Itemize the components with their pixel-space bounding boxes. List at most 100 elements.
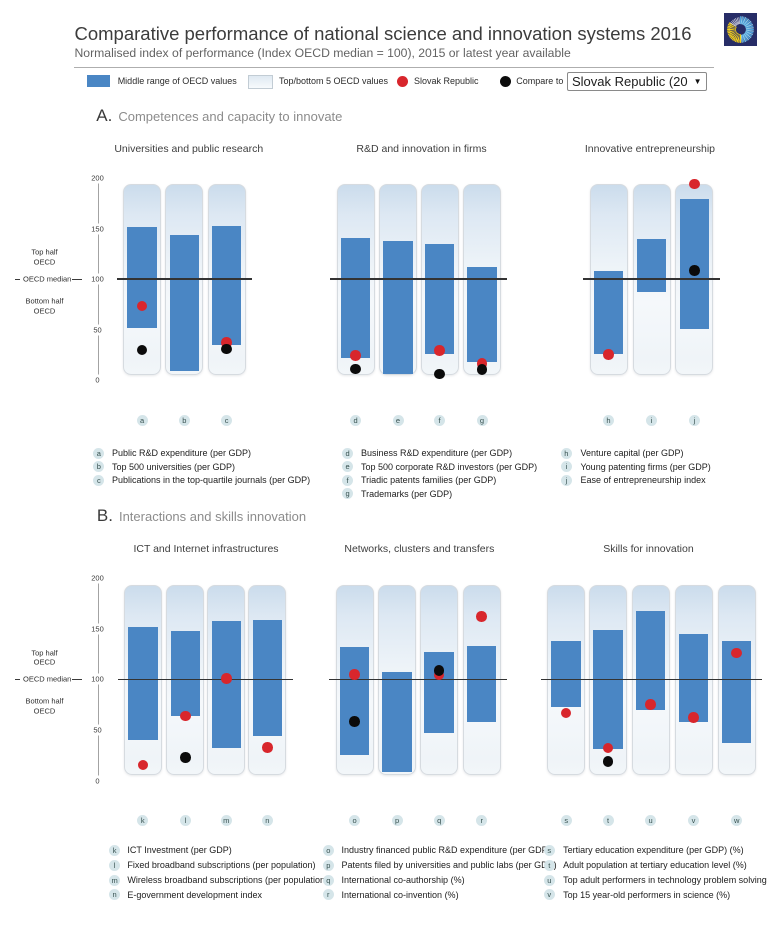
middle-range-bar-o[interactable] bbox=[339, 647, 370, 755]
compare-dot-t[interactable] bbox=[602, 756, 614, 767]
header-divider bbox=[74, 67, 714, 68]
note-text-j: Ease of entrepreneurship index bbox=[580, 475, 706, 486]
middle-range-bar-t[interactable] bbox=[593, 630, 623, 749]
country-dot-g[interactable] bbox=[476, 358, 488, 369]
bar-letter-badge-u: u bbox=[645, 815, 657, 827]
middle-range-bar-r[interactable] bbox=[466, 646, 497, 722]
middle-range-bar-b[interactable] bbox=[169, 234, 200, 371]
median-label-dash-left bbox=[14, 278, 20, 280]
middle-range-bar-m[interactable] bbox=[211, 621, 242, 749]
country-dot-h[interactable] bbox=[603, 349, 614, 360]
note-text-q: International co-authorship (%) bbox=[341, 875, 465, 885]
compare-dot-c[interactable] bbox=[221, 343, 232, 355]
note-letter-badge-u: u bbox=[543, 874, 555, 886]
country-dot-t[interactable] bbox=[602, 742, 614, 754]
country-dot-l[interactable] bbox=[180, 710, 191, 722]
compare-dot-o[interactable] bbox=[349, 716, 360, 727]
country-dot-r[interactable] bbox=[476, 611, 487, 622]
country-dot-f[interactable] bbox=[434, 345, 445, 356]
middle-range-bar-i[interactable] bbox=[636, 238, 667, 292]
compare-country-select[interactable]: Slovak Republic (20 ▼ bbox=[566, 72, 707, 91]
axis-annotation-line: Top half bbox=[31, 247, 58, 257]
middle-range-bar-j[interactable] bbox=[679, 199, 710, 330]
legend-red-dot bbox=[397, 75, 409, 87]
middle-range-bar-v[interactable] bbox=[678, 633, 709, 722]
country-dot-m[interactable] bbox=[221, 673, 232, 684]
note-letter-badge-n: n bbox=[109, 889, 121, 901]
legend-swatch-middle-range bbox=[87, 75, 111, 88]
middle-range-bar-h[interactable] bbox=[593, 271, 624, 355]
compare-select-value: Slovak Republic (20 bbox=[572, 73, 688, 89]
y-axis-tick-label: 200 bbox=[89, 172, 106, 184]
compare-dot-d[interactable] bbox=[350, 363, 361, 374]
page-title: Comparative performance of national scie… bbox=[74, 23, 692, 44]
country-dot-n[interactable] bbox=[262, 742, 273, 753]
note-letter-badge-a: a bbox=[93, 447, 105, 459]
oecd-median-line bbox=[330, 278, 508, 281]
compare-dot-l[interactable] bbox=[180, 752, 191, 763]
note-letter-badge-t: t bbox=[543, 859, 555, 871]
bar-letter-badge-q: q bbox=[433, 815, 445, 827]
oecd-median-line bbox=[583, 278, 720, 281]
section-heading: Interactions and skills innovation bbox=[118, 509, 307, 524]
bar-letter-badge-m: m bbox=[220, 815, 232, 827]
country-dot-d[interactable] bbox=[350, 350, 361, 361]
panel-title: R&D and innovation in firms bbox=[356, 142, 487, 155]
axis-annotation-line: Bottom half bbox=[25, 696, 64, 706]
y-axis-tick-label: 150 bbox=[89, 623, 106, 635]
middle-range-bar-l[interactable] bbox=[170, 630, 201, 717]
middle-range-bar-p[interactable] bbox=[382, 672, 412, 772]
middle-range-bar-k[interactable] bbox=[128, 626, 158, 741]
compare-dot-g[interactable] bbox=[476, 364, 488, 375]
country-dot-o[interactable] bbox=[349, 669, 360, 680]
middle-range-bar-q[interactable] bbox=[424, 651, 454, 733]
panel-title: Innovative entrepreneurship bbox=[584, 142, 716, 155]
note-letter-badge-k: k bbox=[109, 844, 121, 856]
note-text-r: International co-invention (%) bbox=[341, 889, 459, 900]
country-dot-a[interactable] bbox=[136, 300, 148, 312]
y-axis-tick-label: 150 bbox=[89, 223, 106, 235]
legend-label-top-bottom: Top/bottom 5 OECD values bbox=[279, 75, 389, 86]
note-letter-badge-j: j bbox=[560, 474, 572, 486]
note-letter-badge-l: l bbox=[109, 859, 121, 871]
middle-range-bar-s[interactable] bbox=[551, 641, 581, 708]
panel-title: Skills for innovation bbox=[603, 542, 694, 555]
legend-label-compare: Compare to bbox=[516, 75, 564, 86]
page-subtitle: Normalised index of performance (Index O… bbox=[74, 46, 571, 61]
country-dot-k[interactable] bbox=[137, 759, 149, 771]
y-axis-tick-label: 0 bbox=[93, 374, 102, 386]
note-text-s: Tertiary education expenditure (per GDP)… bbox=[563, 845, 744, 856]
bar-letter-badge-c: c bbox=[221, 415, 233, 427]
middle-range-bar-n[interactable] bbox=[252, 620, 283, 737]
middle-range-bar-g[interactable] bbox=[467, 267, 497, 363]
middle-range-bar-e[interactable] bbox=[383, 240, 413, 374]
section-header: A. Competences and capacity to innovate bbox=[96, 106, 342, 126]
middle-range-bar-d[interactable] bbox=[340, 237, 371, 358]
compare-dot-j[interactable] bbox=[689, 265, 700, 276]
country-dot-w[interactable] bbox=[731, 647, 742, 659]
oecd-logo bbox=[724, 13, 757, 46]
bar-letter-badge-o: o bbox=[349, 815, 361, 827]
country-dot-j[interactable] bbox=[689, 178, 700, 190]
middle-range-bar-a[interactable] bbox=[127, 227, 157, 329]
axis-annotation-line: OECD bbox=[33, 657, 56, 667]
compare-dot-q[interactable] bbox=[433, 665, 445, 676]
bar-letter-badge-d: d bbox=[350, 415, 362, 427]
y-axis-tick-label: 100 bbox=[89, 673, 106, 685]
bar-letter-badge-g: g bbox=[476, 415, 488, 427]
compare-dot-a[interactable] bbox=[136, 344, 148, 356]
middle-range-bar-u[interactable] bbox=[635, 610, 666, 711]
middle-range-bar-f[interactable] bbox=[424, 244, 455, 354]
note-text-t: Adult population at tertiary education l… bbox=[563, 860, 747, 871]
note-text-c: Publications in the top-quartile journal… bbox=[112, 475, 311, 486]
country-dot-u[interactable] bbox=[645, 699, 656, 710]
country-dot-c[interactable] bbox=[221, 337, 232, 348]
country-dot-v[interactable] bbox=[688, 712, 699, 723]
note-text-f: Triadic patents families (per GDP) bbox=[361, 475, 497, 486]
country-dot-s[interactable] bbox=[560, 707, 572, 719]
compare-dot-f[interactable] bbox=[434, 368, 445, 380]
note-text-l: Fixed broadband subscriptions (per popul… bbox=[127, 860, 316, 871]
middle-range-bar-c[interactable] bbox=[211, 226, 242, 345]
median-label-dash-right bbox=[71, 278, 82, 280]
note-letter-badge-h: h bbox=[560, 447, 572, 459]
